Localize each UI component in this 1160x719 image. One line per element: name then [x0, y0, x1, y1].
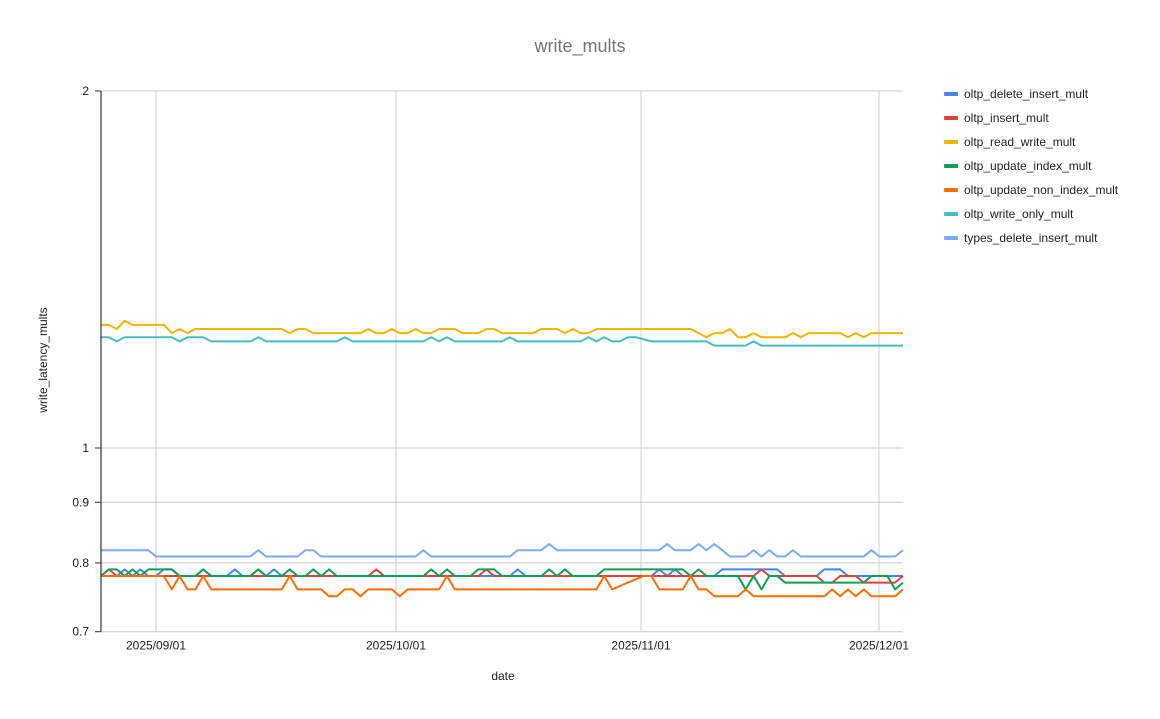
y-tick-label: 0.9 [72, 495, 89, 509]
legend-item[interactable]: oltp_insert_mult [944, 106, 1118, 130]
legend-swatch-icon [944, 188, 958, 192]
legend-label: oltp_write_only_mult [964, 207, 1074, 221]
legend-item[interactable]: oltp_update_non_index_mult [944, 178, 1118, 202]
legend-label: oltp_read_write_mult [964, 135, 1076, 149]
series-line-oltp_update_non_index_mult [101, 575, 904, 598]
series-line-types_delete_insert_mult [101, 543, 904, 558]
legend-swatch-icon [944, 236, 958, 240]
x-tick-label: 2025/09/01 [126, 639, 186, 653]
x-tick-label: 2025/12/01 [849, 639, 909, 653]
y-tick-label: 1 [82, 441, 89, 455]
legend-swatch-icon [944, 140, 958, 144]
legend-label: oltp_delete_insert_mult [964, 87, 1089, 101]
legend-item[interactable]: oltp_read_write_mult [944, 130, 1118, 154]
legend-label: oltp_update_non_index_mult [964, 183, 1119, 197]
series-line-oltp_update_index_mult [100, 568, 904, 591]
x-tick-label: 2025/10/01 [366, 639, 426, 653]
chart-title: write_mults [534, 36, 626, 56]
axes: 0.7 0.8 0.9 1 2 2025/09/01 2025/10/01 2025/11/0… [72, 84, 909, 653]
legend-label: oltp_insert_mult [964, 111, 1049, 125]
legend-swatch-icon [944, 116, 958, 120]
series-line-oltp_write_only_mult [101, 336, 903, 347]
legend-swatch-icon [944, 212, 958, 216]
y-tick-label: 0.8 [72, 556, 89, 570]
x-axis-label: date [491, 669, 515, 683]
x-tick-label: 2025/11/01 [611, 639, 670, 653]
legend-item[interactable]: oltp_delete_insert_mult [944, 82, 1118, 106]
series-line-oltp_read_write_mult [101, 319, 903, 339]
y-axis-label: write_latency_mults [36, 307, 50, 413]
y-tick-label: 0.7 [72, 625, 89, 639]
legend-item[interactable]: oltp_write_only_mult [944, 202, 1118, 226]
y-tick-label: 2 [82, 84, 89, 98]
legend-label: types_delete_insert_mult [964, 231, 1098, 245]
legend-label: oltp_update_index_mult [964, 159, 1092, 173]
legend-item[interactable]: oltp_update_index_mult [944, 154, 1118, 178]
legend-swatch-icon [944, 92, 958, 96]
legend-item[interactable]: types_delete_insert_mult [944, 226, 1118, 250]
gridlines [101, 90, 903, 633]
legend-swatch-icon [944, 164, 958, 168]
series-lines [100, 319, 904, 598]
